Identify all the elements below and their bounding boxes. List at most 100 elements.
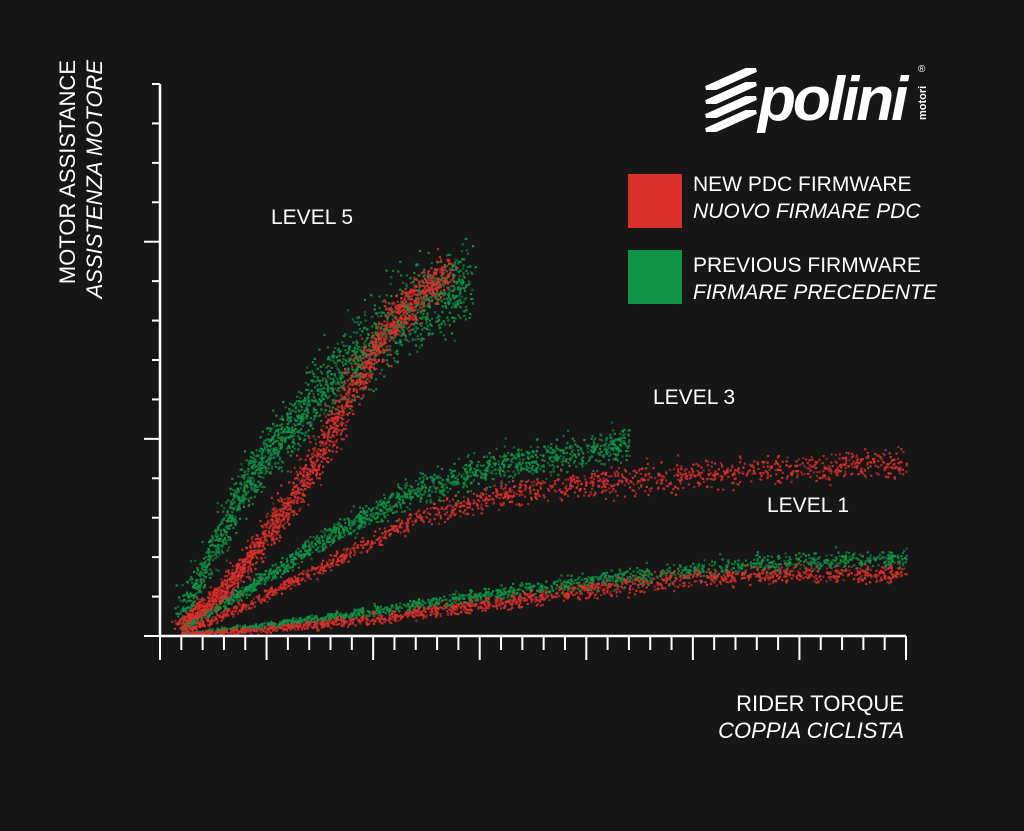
data-point xyxy=(887,563,890,566)
data-point xyxy=(280,437,283,440)
data-point xyxy=(297,434,300,438)
data-point xyxy=(693,569,696,572)
data-point xyxy=(436,268,439,271)
data-point xyxy=(208,558,211,561)
data-point xyxy=(541,584,544,587)
data-point xyxy=(552,582,556,585)
data-point xyxy=(844,564,847,567)
data-point xyxy=(359,506,362,509)
data-point xyxy=(244,589,247,592)
data-point xyxy=(363,525,366,528)
data-point xyxy=(482,594,485,597)
data-point xyxy=(305,553,308,556)
data-point xyxy=(238,498,241,501)
data-point xyxy=(264,580,268,583)
data-point xyxy=(361,522,364,525)
data-point xyxy=(272,570,275,573)
data-point xyxy=(380,518,383,522)
data-point xyxy=(243,624,247,627)
data-point xyxy=(804,554,807,557)
data-point xyxy=(373,513,376,516)
data-point xyxy=(214,528,217,531)
data-point xyxy=(442,334,445,337)
data-point xyxy=(375,500,378,503)
data-point xyxy=(382,300,385,303)
data-point xyxy=(284,623,287,626)
data-point xyxy=(727,559,730,562)
data-point xyxy=(203,561,206,564)
data-point xyxy=(375,521,378,524)
data-point xyxy=(776,563,779,566)
data-point xyxy=(286,470,290,473)
data-point xyxy=(226,509,229,512)
data-point xyxy=(340,532,343,535)
data-point xyxy=(539,583,542,586)
data-point xyxy=(517,588,521,591)
data-point xyxy=(523,467,526,470)
data-point xyxy=(267,450,270,453)
data-point xyxy=(215,529,218,532)
data-point xyxy=(535,467,538,470)
data-point xyxy=(277,466,280,469)
data-point xyxy=(502,588,505,591)
data-point xyxy=(535,469,538,472)
data-point xyxy=(439,499,442,502)
data-point xyxy=(207,616,210,619)
data-point xyxy=(434,295,438,298)
data-point xyxy=(509,589,512,592)
data-point xyxy=(323,402,326,405)
data-point xyxy=(479,470,482,473)
data-point xyxy=(342,615,345,619)
data-point xyxy=(389,349,392,352)
data-point xyxy=(362,396,365,399)
data-point xyxy=(795,557,798,560)
data-point xyxy=(470,298,473,301)
data-point xyxy=(397,501,400,504)
data-point xyxy=(439,292,442,295)
data-point xyxy=(326,615,329,618)
data-point xyxy=(322,540,325,543)
data-point xyxy=(305,415,308,418)
data-point xyxy=(295,553,298,556)
data-point xyxy=(449,599,452,602)
data-point xyxy=(588,444,591,447)
data-point xyxy=(847,560,850,564)
data-point xyxy=(316,376,319,379)
data-point xyxy=(372,346,375,349)
data-point xyxy=(344,615,347,619)
data-point xyxy=(457,314,460,317)
data-point xyxy=(622,442,625,445)
data-point xyxy=(587,588,590,591)
data-point xyxy=(325,383,328,386)
data-point xyxy=(900,555,903,558)
data-point xyxy=(341,530,345,533)
data-point xyxy=(565,451,568,455)
data-point xyxy=(216,545,220,548)
data-point xyxy=(521,454,524,457)
data-point xyxy=(193,584,196,587)
data-point xyxy=(577,449,580,452)
data-point xyxy=(403,495,406,498)
data-point xyxy=(450,472,453,475)
data-point xyxy=(443,595,446,598)
data-point xyxy=(323,534,327,537)
data-point xyxy=(386,606,389,609)
data-point xyxy=(483,455,486,458)
data-point xyxy=(208,541,211,544)
data-point xyxy=(339,350,342,353)
data-point xyxy=(509,459,513,462)
data-point xyxy=(581,461,584,465)
data-point xyxy=(366,511,369,514)
data-point xyxy=(467,454,470,457)
data-point xyxy=(396,327,399,330)
data-point xyxy=(452,598,455,601)
data-point xyxy=(230,507,233,510)
data-point xyxy=(385,324,388,327)
data-point xyxy=(794,563,798,566)
data-point xyxy=(343,526,346,529)
data-point xyxy=(602,455,605,459)
data-point xyxy=(399,487,402,490)
data-point xyxy=(231,517,234,520)
data-point xyxy=(216,603,219,606)
data-point xyxy=(708,563,711,566)
